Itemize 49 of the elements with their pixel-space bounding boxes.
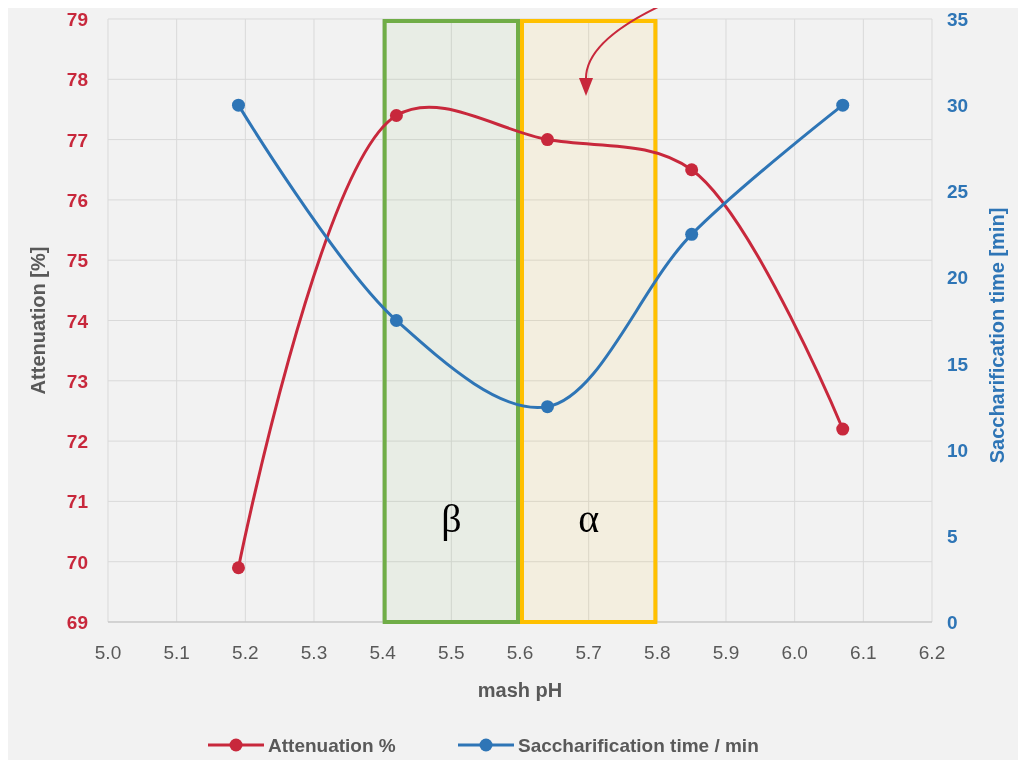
y2-tick-label: 15 [947, 353, 969, 375]
point [231, 561, 245, 575]
point [389, 108, 403, 122]
y2-tick-label: 0 [947, 612, 958, 633]
y2-tick-label: 5 [947, 525, 958, 547]
point [685, 163, 699, 177]
y-tick-label: 72 [66, 431, 88, 453]
y-tick-label: 78 [66, 69, 88, 91]
x-tick-label: 6.2 [918, 642, 946, 663]
y-axis-title: Attenuation [%] [27, 246, 49, 395]
x-tick-label: 5.4 [369, 642, 397, 663]
x-tick-label: 6.1 [850, 642, 877, 663]
point [836, 98, 850, 112]
point [540, 400, 554, 414]
x-tick-label: 5.1 [163, 642, 190, 663]
y2-tick-label: 10 [947, 439, 969, 461]
y2-tick-label: 25 [947, 181, 969, 203]
y-tick-label: 76 [66, 189, 88, 211]
band-label: β [441, 495, 462, 541]
x-tick-label: 6.0 [781, 642, 808, 663]
point [389, 314, 403, 327]
x-tick-label: 5.6 [506, 642, 534, 663]
x-tick-label: 5.7 [575, 642, 602, 663]
y2-tick-label: 35 [947, 9, 969, 30]
y-tick-label: 77 [66, 129, 88, 151]
y-tick-label: 75 [66, 250, 89, 272]
y2-axis-title: Saccharification time [min] [986, 207, 1008, 464]
x-axis-title: mash pH [477, 679, 563, 701]
x-tick-label: 5.0 [94, 642, 122, 663]
point [540, 133, 554, 147]
y2-tick-label: 20 [947, 267, 969, 289]
x-tick-label: 5.3 [300, 642, 328, 663]
point [231, 98, 245, 112]
legend-label: Saccharification time / min [518, 735, 759, 756]
x-tick-label: 5.5 [438, 642, 465, 663]
x-tick-label: 5.2 [232, 642, 259, 663]
y-tick-label: 74 [66, 310, 89, 332]
band-label: α [578, 495, 600, 541]
y2-tick-label: 30 [947, 95, 969, 117]
legend-label: Attenuation % [268, 735, 396, 756]
y-tick-label: 73 [66, 370, 88, 392]
x-tick-label: 5.8 [644, 642, 671, 663]
point [836, 422, 850, 436]
y-tick-label: 79 [66, 9, 88, 30]
y-tick-label: 70 [66, 551, 88, 573]
y-tick-label: 71 [66, 491, 89, 513]
point [685, 227, 699, 241]
y-tick-label: 69 [66, 612, 88, 633]
x-tick-label: 5.9 [712, 642, 740, 663]
